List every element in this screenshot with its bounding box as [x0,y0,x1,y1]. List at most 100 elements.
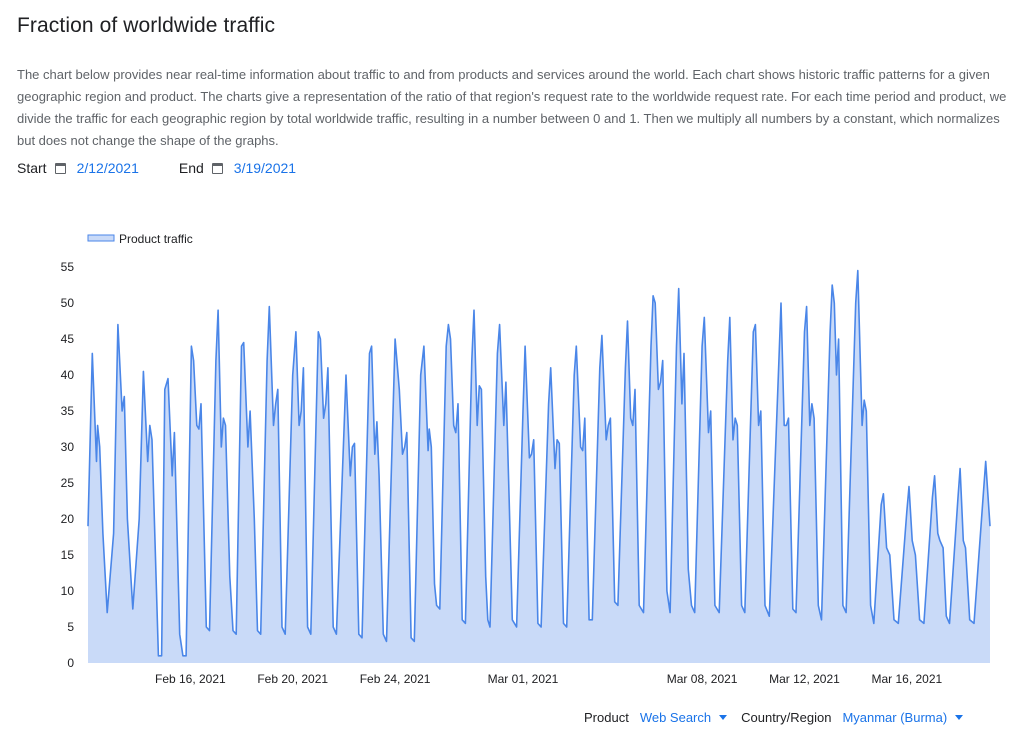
data-point [98,446,101,449]
data-point [394,338,397,341]
data-point [914,554,917,557]
data-point [445,345,448,348]
data-point [131,608,134,611]
data-point [430,446,433,449]
data-point [484,575,487,578]
data-point [413,640,416,643]
data-point [489,626,492,629]
data-point [968,618,971,621]
y-tick-label: 5 [67,620,74,634]
data-point [549,366,552,369]
data-point [690,604,693,607]
data-point [217,309,220,312]
data-point [246,446,249,449]
data-point [556,438,559,441]
data-point [123,395,126,398]
region-value: Myanmar (Burma) [842,710,948,725]
data-point [266,359,269,362]
data-point [707,431,710,434]
data-point [476,424,479,427]
data-point [178,633,181,636]
data-point [959,467,962,470]
data-point [837,338,840,341]
data-point [173,431,176,434]
data-point [680,402,683,405]
data-point [583,417,586,420]
data-point [754,323,757,326]
data-point [361,636,364,639]
data-point [302,366,305,369]
data-point [908,485,911,488]
data-point [274,402,277,405]
data-point [683,352,686,355]
data-point [368,352,371,355]
data-point [573,374,576,377]
data-point [181,654,184,657]
data-point [657,388,660,391]
data-point [106,611,109,614]
data-point [581,449,584,452]
x-tick-label: Feb 20, 2021 [257,672,328,686]
data-point [752,330,755,333]
data-point [192,359,195,362]
y-tick-label: 50 [61,296,75,310]
data-point [142,370,145,373]
traffic-area-fill [88,270,990,663]
data-point [342,431,345,434]
data-point [197,428,200,431]
data-point [95,460,98,463]
data-point [554,467,557,470]
data-point [190,345,193,348]
data-point [540,626,543,629]
data-point [701,345,704,348]
region-dropdown[interactable]: Myanmar (Burma) [842,710,977,725]
chart-selectors: Product Web Search Country/Region Myanma… [584,710,977,725]
data-point [401,453,404,456]
data-point [116,323,119,326]
x-tick-label: Mar 12, 2021 [769,672,840,686]
data-point [249,410,252,413]
y-tick-label: 55 [61,260,75,274]
data-point [616,604,619,607]
data-point [382,633,385,636]
calendar-icon[interactable] [211,162,223,174]
data-point [449,338,452,341]
data-point [728,316,731,319]
data-point [220,446,223,449]
data-point [962,539,965,542]
data-point [982,489,985,492]
data-point [845,611,848,614]
data-point [470,359,473,362]
data-point [882,492,885,495]
data-point [126,518,129,521]
data-point [317,330,320,333]
end-date-picker[interactable]: 3/19/2021 [233,160,297,176]
data-point [427,449,430,452]
data-point [888,554,891,557]
y-tick-label: 15 [61,548,75,562]
region-label: Country/Region [741,710,832,725]
data-point [294,330,297,333]
y-tick-label: 0 [67,656,74,670]
data-point [905,510,908,513]
calendar-icon[interactable] [54,162,66,174]
data-point [256,629,259,632]
data-point [675,345,678,348]
chart-legend: Product traffic [87,232,193,246]
data-point [422,345,425,348]
data-point [345,374,348,377]
data-point [405,431,408,434]
data-point [897,622,900,625]
data-point [600,334,603,337]
data-point [222,417,225,420]
data-point [351,446,354,449]
data-point [148,424,151,427]
data-point [259,633,262,636]
data-point [693,611,696,614]
product-dropdown[interactable]: Web Search [640,710,741,725]
data-point [638,604,641,607]
data-point [91,352,94,355]
data-point [575,345,578,348]
data-point [242,341,245,344]
start-date-picker[interactable]: 2/12/2021 [76,160,139,176]
